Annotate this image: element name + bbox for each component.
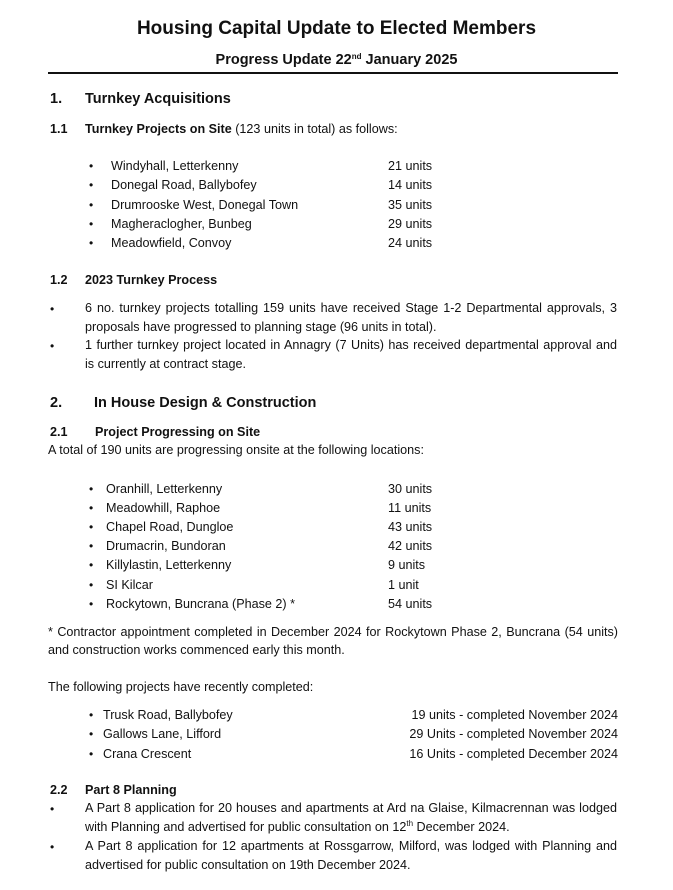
section-2-2-number: 2.2	[50, 783, 68, 797]
project-units: 43 units	[388, 520, 433, 535]
bullet-icon: •	[89, 482, 94, 496]
project-units: 19 units - completed November 2024	[411, 708, 618, 722]
project-name: Trusk Road, Ballybofey	[103, 708, 233, 722]
project-units: 54 units	[388, 596, 433, 611]
project-name: Drumrooske West, Donegal Town	[111, 197, 299, 212]
project-units: 35 units	[388, 197, 433, 212]
bullet-icon: •	[89, 520, 94, 535]
section-1-1-number: 1.1	[50, 122, 68, 136]
turnkey-process-bullet: 6 no. turnkey projects totalling 159 uni…	[85, 301, 617, 334]
subtitle-date: January 2025	[361, 52, 458, 68]
project-name: Gallows Lane, Lifford	[103, 727, 222, 742]
project-units: 21 units	[388, 159, 433, 173]
bullet-icon: •	[89, 178, 94, 193]
section-2-1-intro: A total of 190 units are progressing ons…	[48, 443, 424, 457]
section-1-title: Turnkey Acquisitions	[85, 91, 231, 107]
subtitle-superscript: nd	[351, 52, 362, 61]
project-units: 30 units	[388, 482, 433, 496]
project-name: Drumacrin, Bundoran	[106, 539, 226, 554]
project-units: 1 unit	[388, 577, 419, 592]
turnkey-process-bullet: 1 further turnkey project located in Ann…	[85, 338, 617, 371]
section-2-title: In House Design & Construction	[94, 395, 317, 411]
project-name: Chapel Road, Dungloe	[106, 520, 234, 535]
bullet-icon: •	[50, 302, 55, 316]
part8-bullet-date: December 2024.	[413, 819, 510, 834]
document-title: Housing Capital Update to Elected Member…	[136, 18, 537, 39]
bullet-icon: •	[50, 339, 55, 353]
subtitle-text: Progress Update 22	[215, 52, 352, 68]
section-1-1-title: Turnkey Projects on Site	[85, 122, 232, 136]
bullet-icon: •	[50, 840, 55, 854]
project-name: Meadowfield, Convoy	[111, 236, 232, 251]
bullet-icon: •	[89, 216, 94, 231]
header-divider	[48, 72, 618, 74]
superscript: th	[406, 818, 414, 828]
project-name: Magheraclogher, Bunbeg	[111, 216, 252, 231]
bullet-icon: •	[89, 159, 94, 173]
section-2-1-title: Project Progressing on Site	[95, 425, 261, 439]
bullet-icon: •	[89, 197, 94, 212]
section-2-2-title: Part 8 Planning	[85, 783, 177, 797]
project-name: Donegal Road, Ballybofey	[111, 178, 257, 193]
project-name: Crana Crescent	[103, 746, 192, 761]
section-1-1-heading: Turnkey Projects on Site (123 units in t…	[85, 120, 398, 138]
project-name: Windyhall, Letterkenny	[111, 159, 239, 173]
rockytown-footnote: * Contractor appointment completed in De…	[48, 625, 618, 658]
part8-bullet-rossgarrow: A Part 8 application for 12 apartments a…	[85, 839, 617, 872]
part8-bullet-text: A Part 8 application for 20 houses and a…	[85, 801, 617, 834]
bullet-icon: •	[50, 802, 55, 816]
project-name: Meadowhill, Raphoe	[106, 501, 221, 516]
bullet-icon: •	[89, 539, 94, 554]
section-1-number: 1.	[50, 91, 63, 107]
section-2-1-number: 2.1	[50, 425, 68, 439]
bullet-icon: •	[89, 501, 94, 516]
document-subtitle: Progress Update 22nd January 2025	[0, 51, 673, 69]
project-units: 16 Units - completed December 2024	[409, 746, 618, 761]
section-2-number: 2.	[50, 395, 63, 411]
project-units: 14 units	[388, 178, 433, 193]
bullet-icon: •	[89, 596, 94, 611]
project-name: Oranhill, Letterkenny	[106, 482, 223, 496]
project-name: Killylastin, Letterkenny	[106, 558, 232, 573]
section-1-2-title: 2023 Turnkey Process	[85, 273, 218, 287]
bullet-icon: •	[89, 236, 94, 251]
project-units: 24 units	[388, 236, 433, 251]
completed-intro: The following projects have recently com…	[48, 680, 314, 694]
part8-bullet-ard-na-glaise: A Part 8 application for 20 houses and a…	[85, 799, 617, 836]
section-1-2-number: 1.2	[50, 273, 68, 287]
project-units: 42 units	[388, 539, 433, 554]
bullet-icon: •	[89, 727, 94, 742]
bullet-icon: •	[89, 708, 94, 722]
bullet-icon: •	[89, 558, 94, 573]
project-units: 11 units	[388, 501, 432, 516]
section-1-1-suffix: (123 units in total) as follows:	[231, 122, 398, 136]
project-units: 9 units	[388, 558, 426, 573]
project-units: 29 Units - completed November 2024	[409, 727, 618, 742]
project-name: SI Kilcar	[106, 577, 153, 592]
project-name: Rockytown, Buncrana (Phase 2) *	[106, 596, 295, 611]
bullet-icon: •	[89, 577, 94, 592]
bullet-icon: •	[89, 746, 94, 761]
project-units: 29 units	[388, 216, 433, 231]
